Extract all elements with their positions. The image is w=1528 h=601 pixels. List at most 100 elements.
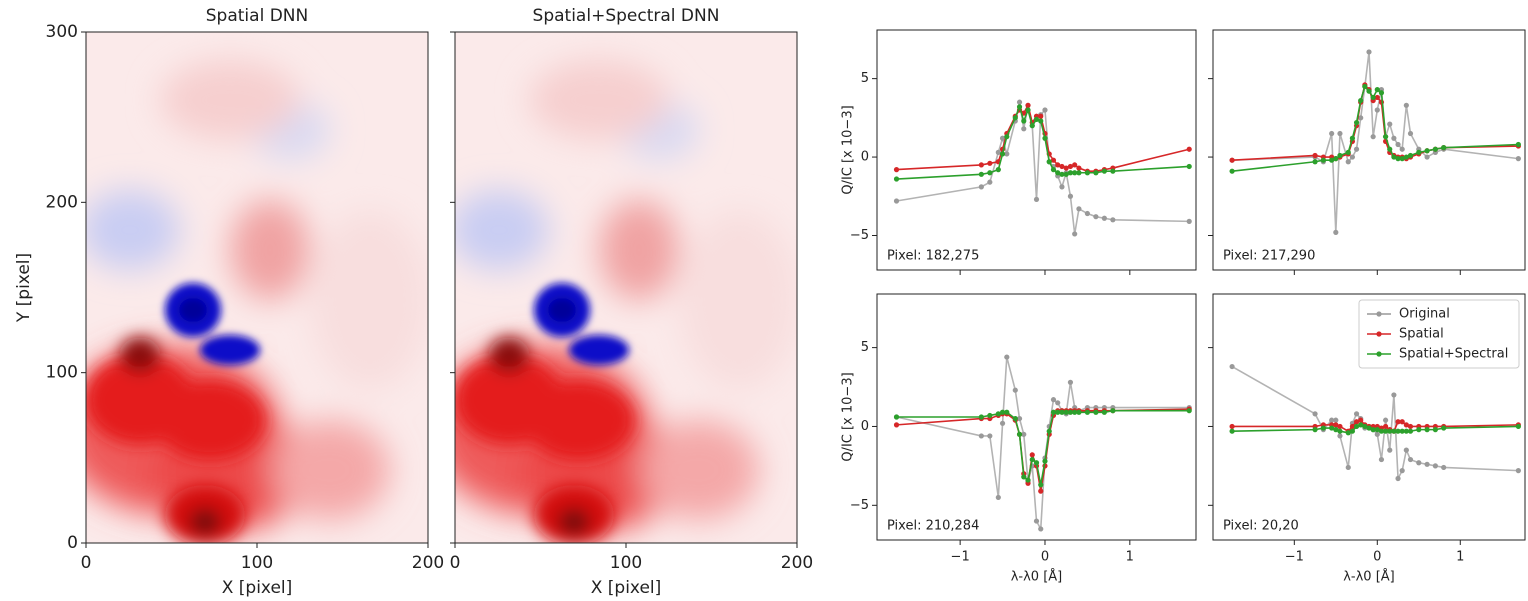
data-point bbox=[1042, 107, 1048, 113]
data-point bbox=[1093, 214, 1099, 220]
data-point bbox=[1370, 427, 1376, 433]
data-point bbox=[1366, 425, 1372, 431]
data-point bbox=[1059, 184, 1065, 190]
data-point bbox=[1059, 409, 1065, 415]
x-tick-label: 1 bbox=[1456, 550, 1464, 565]
data-point bbox=[1046, 159, 1052, 165]
data-point bbox=[1353, 423, 1360, 430]
data-point bbox=[1076, 409, 1082, 415]
data-point bbox=[1378, 428, 1385, 434]
x-tick-label: −1 bbox=[1285, 550, 1304, 565]
data-point bbox=[1387, 146, 1393, 152]
data-point bbox=[1349, 423, 1356, 430]
data-point bbox=[1374, 431, 1380, 437]
x-tick-label: 100 bbox=[610, 553, 642, 573]
data-point bbox=[1424, 148, 1430, 154]
data-point bbox=[1229, 168, 1235, 174]
data-point bbox=[1378, 90, 1385, 96]
data-point bbox=[1042, 135, 1048, 141]
data-point bbox=[1050, 409, 1057, 415]
data-point bbox=[1399, 156, 1405, 162]
data-point bbox=[1333, 427, 1339, 433]
data-point bbox=[1441, 425, 1447, 431]
data-point bbox=[1021, 126, 1027, 132]
data-point bbox=[1353, 411, 1360, 417]
data-point bbox=[1033, 196, 1040, 203]
data-point bbox=[987, 433, 993, 439]
data-point bbox=[1012, 415, 1018, 422]
data-point bbox=[1378, 456, 1385, 463]
data-point bbox=[1050, 157, 1057, 163]
data-point bbox=[1403, 447, 1409, 453]
data-point bbox=[1432, 427, 1438, 433]
data-point bbox=[1424, 427, 1430, 433]
data-point bbox=[1046, 428, 1052, 434]
y-tick-label: 200 bbox=[46, 192, 78, 212]
data-point bbox=[1395, 141, 1401, 148]
data-point bbox=[1382, 423, 1389, 430]
data-point bbox=[1515, 156, 1521, 162]
data-point bbox=[1186, 163, 1192, 170]
data-point bbox=[1432, 463, 1438, 469]
data-point bbox=[1403, 154, 1409, 160]
data-point bbox=[1515, 468, 1521, 474]
data-point bbox=[1333, 156, 1339, 162]
data-point bbox=[1004, 134, 1010, 140]
x-tick-label: 200 bbox=[412, 553, 444, 573]
data-point bbox=[1391, 135, 1397, 141]
data-point bbox=[1072, 409, 1078, 415]
data-point bbox=[1329, 417, 1335, 423]
data-point bbox=[1395, 475, 1401, 482]
series-line bbox=[1232, 51, 1519, 233]
data-point bbox=[1407, 456, 1414, 463]
data-point bbox=[1416, 149, 1422, 155]
data-point bbox=[1004, 354, 1010, 360]
data-point bbox=[1072, 162, 1078, 168]
data-point bbox=[999, 135, 1006, 141]
x-tick-label: −1 bbox=[951, 550, 970, 565]
line-panel: −1 0 1 −5 0 5 λ-λ0 [Å] Q/IC [x 10−3] Pixel: 210,… bbox=[841, 293, 1197, 585]
y-axis-label: Q/IC [x 10−3] bbox=[841, 372, 856, 461]
y-axis-label: Y [pixel] bbox=[14, 253, 34, 323]
data-point bbox=[1067, 163, 1074, 170]
data-point bbox=[1229, 157, 1235, 163]
line-panel: −5 0 5 Q/IC [x 10−3] Pixel: 182,275 bbox=[841, 29, 1197, 275]
data-point bbox=[1093, 409, 1099, 415]
line-panel: −1 0 1 λ-λ0 [Å] Pixel: 20,20 Original Spatial S… bbox=[1208, 293, 1526, 585]
data-point bbox=[1025, 477, 1031, 483]
data-point bbox=[999, 420, 1006, 426]
data-point bbox=[1333, 229, 1339, 235]
legend-marker bbox=[1376, 331, 1382, 337]
data-point bbox=[999, 409, 1006, 415]
data-point bbox=[995, 411, 1001, 417]
data-point bbox=[1229, 428, 1235, 434]
data-point bbox=[1312, 427, 1318, 433]
y-tick-label: 5 bbox=[861, 340, 869, 355]
data-point bbox=[1345, 464, 1351, 471]
data-point bbox=[1374, 87, 1380, 93]
data-point bbox=[1320, 157, 1326, 163]
data-point bbox=[1337, 423, 1343, 430]
data-point bbox=[1033, 116, 1040, 123]
data-point bbox=[1403, 422, 1409, 428]
data-point bbox=[1395, 156, 1401, 162]
data-point bbox=[1515, 423, 1521, 430]
data-point bbox=[1110, 168, 1116, 174]
data-point bbox=[1366, 88, 1372, 94]
data-point bbox=[1358, 115, 1364, 121]
data-point bbox=[1353, 119, 1360, 126]
data-point bbox=[1029, 452, 1035, 458]
data-point bbox=[1033, 460, 1040, 466]
axes-frame bbox=[876, 293, 1197, 541]
data-point bbox=[1029, 123, 1035, 129]
data-point bbox=[1374, 107, 1380, 113]
y-tick-label: −5 bbox=[850, 498, 869, 513]
data-point bbox=[1059, 171, 1065, 177]
plot-lines bbox=[893, 354, 1192, 532]
y-tick-label: 0 bbox=[67, 533, 78, 553]
data-point bbox=[1515, 141, 1521, 148]
x-tick-label: 100 bbox=[241, 553, 273, 573]
data-point bbox=[1072, 170, 1078, 176]
data-point bbox=[1004, 151, 1010, 157]
